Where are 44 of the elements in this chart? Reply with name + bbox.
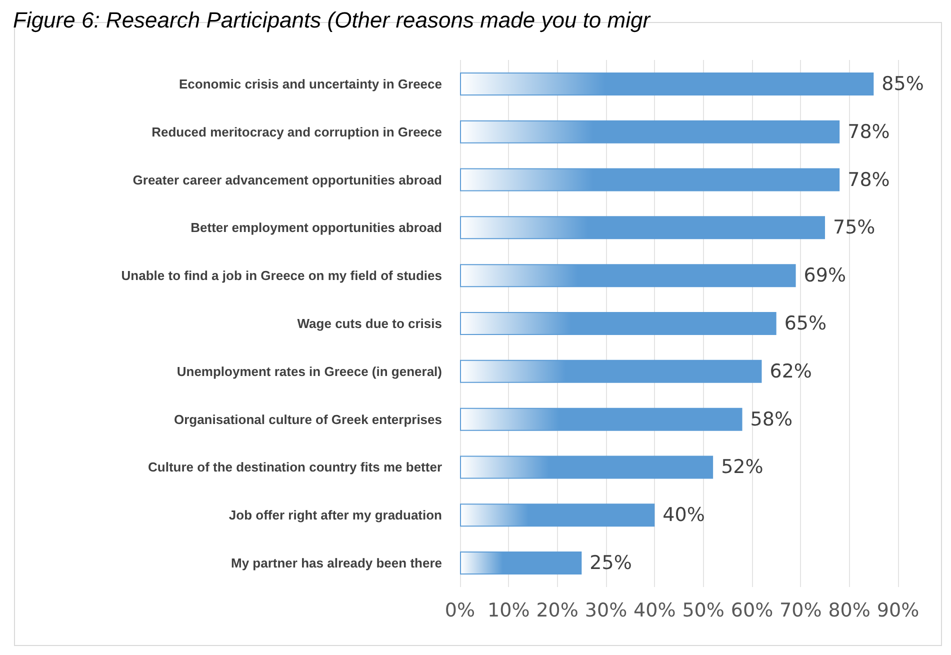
data-label: 58%: [750, 408, 792, 430]
x-tick-label: 20%: [536, 600, 578, 622]
bar: [460, 360, 762, 383]
data-label: 78%: [848, 168, 890, 191]
y-tick-label: Unable to find a job in Greece on my field of studies: [121, 268, 442, 284]
y-tick-label: Economic crisis and uncertainty in Greece: [179, 76, 442, 92]
bar: [460, 72, 874, 96]
data-label: 78%: [848, 120, 890, 143]
x-tick-label: 0%: [444, 600, 476, 622]
y-tick-label: Greater career advancement opportunities abroad: [132, 172, 442, 188]
y-tick-label: My partner has already been there: [231, 556, 442, 571]
bar: [460, 408, 742, 431]
bar: [460, 264, 796, 288]
data-label: 52%: [721, 456, 764, 478]
bar: [460, 168, 840, 192]
y-tick-label: Job offer right after my graduation: [228, 508, 442, 523]
x-tick-label: 40%: [634, 600, 676, 622]
x-tick-label: 80%: [828, 600, 870, 622]
data-label: 40%: [662, 504, 705, 526]
y-tick-label: Unemployment rates in Greece (in general): [176, 364, 442, 379]
x-tick-label: 30%: [584, 600, 628, 622]
chart-title: Figure 6: Research Participants (Other reasons made you to migr: [13, 8, 652, 32]
x-tick-label: 50%: [682, 600, 724, 622]
x-tick-label: 90%: [876, 600, 920, 622]
data-label: 65%: [784, 312, 827, 334]
data-label: 69%: [804, 264, 846, 287]
data-label: 62%: [770, 360, 812, 382]
bar: [460, 120, 840, 144]
bar: [460, 504, 655, 527]
bar: [460, 552, 582, 575]
y-tick-label: Reduced meritocracy and corruption in Greece: [152, 124, 442, 140]
y-tick-label: Wage cuts due to crisis: [297, 316, 442, 331]
x-tick-label: 70%: [780, 600, 822, 622]
data-label: 25%: [590, 552, 632, 574]
y-tick-label: Organisational culture of Greek enterprises: [174, 412, 442, 427]
data-label: 75%: [833, 216, 876, 239]
bar: [460, 312, 776, 335]
x-tick-label: 60%: [730, 600, 774, 622]
x-tick-label: 10%: [488, 600, 530, 622]
y-tick-label: Culture of the destination country fits me better: [148, 460, 442, 475]
data-label: 85%: [882, 72, 924, 95]
bar: [460, 216, 825, 240]
y-tick-label: Better employment opportunities abroad: [190, 220, 442, 236]
bar: [460, 456, 714, 479]
